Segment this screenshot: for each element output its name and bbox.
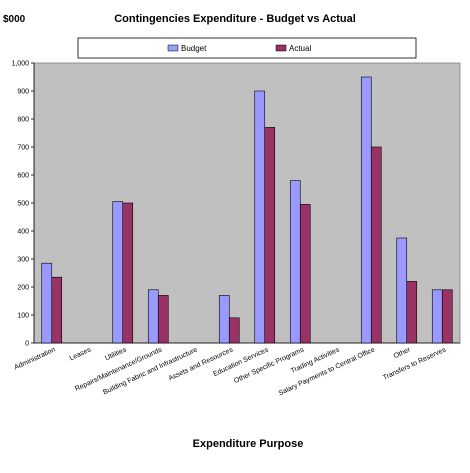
y-tick-label: 600 bbox=[17, 173, 29, 180]
bar-actual bbox=[264, 127, 276, 344]
bar-budget bbox=[396, 237, 408, 344]
bar-actual bbox=[299, 204, 311, 344]
bar-budget bbox=[218, 295, 230, 344]
y-axis: 0 100 200 300 400 500 600 700 800 900 1,000 bbox=[11, 61, 460, 348]
y-tick-label: 0 bbox=[25, 341, 29, 348]
x-tick-label: Leases bbox=[69, 346, 93, 362]
bar-budget bbox=[254, 90, 266, 344]
legend-swatch-budget bbox=[167, 44, 179, 52]
legend-label-actual: Actual bbox=[289, 44, 311, 53]
bar-actual bbox=[441, 289, 453, 344]
y-tick-label: 400 bbox=[17, 229, 29, 236]
legend: Budget Actual bbox=[77, 37, 417, 59]
bar-budget bbox=[41, 262, 53, 344]
legend-box bbox=[77, 37, 417, 59]
plot-area bbox=[33, 62, 461, 344]
bar-budget bbox=[147, 289, 159, 344]
unit-label: $000 bbox=[3, 14, 26, 25]
y-tick-label: 1,000 bbox=[11, 61, 29, 68]
bar-budget bbox=[431, 289, 443, 344]
x-tick-label: Administration bbox=[13, 346, 56, 371]
x-tick-label: Assets and Resources bbox=[168, 346, 235, 382]
y-tick-label: 300 bbox=[17, 257, 29, 264]
y-tick-label: 800 bbox=[17, 117, 29, 124]
bar-budget bbox=[360, 76, 372, 344]
bar-actual bbox=[228, 317, 240, 344]
y-tick-label: 700 bbox=[17, 145, 29, 152]
x-tick-label: Transfers to Reserves bbox=[382, 346, 448, 382]
bar-actual bbox=[370, 146, 382, 344]
y-tick-label: 200 bbox=[17, 285, 29, 292]
x-tick-label: Utilities bbox=[104, 346, 128, 362]
y-tick-label: 900 bbox=[17, 89, 29, 96]
legend-label-budget: Budget bbox=[181, 44, 207, 53]
bar-actual bbox=[157, 295, 169, 344]
y-tick-label: 100 bbox=[17, 313, 29, 320]
bars bbox=[41, 76, 453, 344]
x-axis-title: Expenditure Purpose bbox=[193, 438, 304, 450]
bar-budget bbox=[112, 201, 124, 344]
bar-actual bbox=[406, 281, 418, 344]
y-tick-label: 500 bbox=[17, 201, 29, 208]
x-tick-label: Other bbox=[393, 346, 412, 360]
bar-actual bbox=[51, 276, 63, 344]
bar-budget bbox=[289, 180, 301, 344]
x-axis-labels: Administration Leases UtilitiesRepairs/Mai… bbox=[13, 346, 447, 397]
legend-swatch-actual bbox=[275, 44, 287, 52]
chart-title: Contingencies Expenditure - Budget vs Ac… bbox=[114, 13, 356, 25]
bar-actual bbox=[122, 202, 134, 344]
